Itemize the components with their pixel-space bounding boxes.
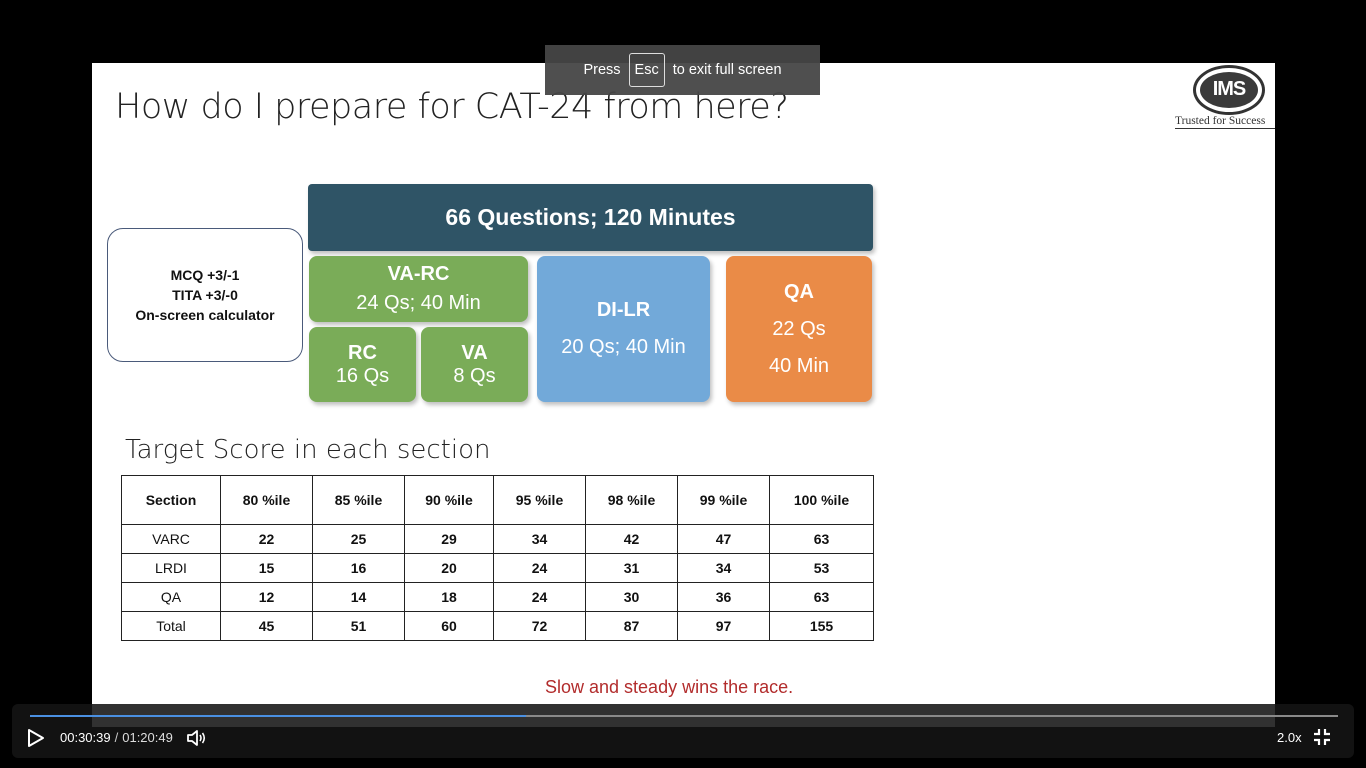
duration: 01:20:49 bbox=[122, 730, 173, 745]
table-row: LRDI 15 16 20 24 31 34 53 bbox=[121, 553, 874, 583]
score-cell: 31 bbox=[585, 553, 678, 583]
score-cell: 24 bbox=[493, 553, 586, 583]
qa-box: QA 22 Qs 40 Min bbox=[726, 256, 872, 402]
section-cell: Total bbox=[121, 611, 221, 641]
score-cell: 29 bbox=[404, 524, 494, 554]
varc-box: VA-RC 24 Qs; 40 Min bbox=[309, 256, 528, 322]
score-cell: 45 bbox=[220, 611, 313, 641]
exit-fullscreen-button[interactable] bbox=[1312, 727, 1332, 747]
score-cell: 63 bbox=[769, 524, 874, 554]
exit-fullscreen-icon bbox=[1314, 729, 1330, 745]
score-cell: 60 bbox=[404, 611, 494, 641]
score-cell: 36 bbox=[677, 582, 770, 612]
score-cell: 24 bbox=[493, 582, 586, 612]
rc-box: RC 16 Qs bbox=[309, 327, 416, 402]
va-box: VA 8 Qs bbox=[421, 327, 528, 402]
volume-icon bbox=[187, 730, 206, 746]
progress-bar[interactable] bbox=[30, 715, 1338, 717]
exam-summary-bar: 66 Questions; 120 Minutes bbox=[308, 184, 873, 251]
target-score-heading: Target Score in each section bbox=[125, 435, 491, 465]
rule-tita: TITA +3/-0 bbox=[172, 287, 238, 303]
score-cell: 51 bbox=[312, 611, 405, 641]
play-icon bbox=[28, 729, 44, 747]
playback-speed-button[interactable]: 2.0x bbox=[1277, 730, 1302, 745]
esc-key-badge: Esc bbox=[628, 53, 665, 87]
current-time: 00:30:39 bbox=[60, 730, 111, 745]
marking-rules-box: MCQ +3/-1 TITA +3/-0 On-screen calculato… bbox=[107, 228, 303, 362]
header-cell: 80 %ile bbox=[220, 475, 313, 525]
score-cell: 53 bbox=[769, 553, 874, 583]
target-score-table: Section 80 %ile 85 %ile 90 %ile 95 %ile … bbox=[121, 475, 874, 641]
table-row: Total 45 51 60 72 87 97 155 bbox=[121, 611, 874, 641]
video-controls-bar: 00:30:39/01:20:49 2.0x bbox=[12, 704, 1354, 758]
progress-fill bbox=[30, 715, 526, 717]
score-cell: 14 bbox=[312, 582, 405, 612]
table-header-row: Section 80 %ile 85 %ile 90 %ile 95 %ile … bbox=[121, 475, 874, 525]
header-cell: Section bbox=[121, 475, 221, 525]
score-cell: 15 bbox=[220, 553, 313, 583]
header-cell: 90 %ile bbox=[404, 475, 494, 525]
header-cell: 100 %ile bbox=[769, 475, 874, 525]
score-cell: 87 bbox=[585, 611, 678, 641]
score-cell: 42 bbox=[585, 524, 678, 554]
score-cell: 47 bbox=[677, 524, 770, 554]
header-cell: 98 %ile bbox=[585, 475, 678, 525]
header-cell: 85 %ile bbox=[312, 475, 405, 525]
score-cell: 18 bbox=[404, 582, 494, 612]
play-button[interactable] bbox=[24, 728, 46, 748]
score-cell: 34 bbox=[677, 553, 770, 583]
time-display: 00:30:39/01:20:49 bbox=[60, 730, 173, 745]
rule-calculator: On-screen calculator bbox=[135, 307, 275, 323]
table-row: VARC 22 25 29 34 42 47 63 bbox=[121, 524, 874, 554]
score-cell: 72 bbox=[493, 611, 586, 641]
logo-tagline: Trusted for Success bbox=[1175, 115, 1275, 129]
score-cell: 12 bbox=[220, 582, 313, 612]
section-cell: LRDI bbox=[121, 553, 221, 583]
rule-mcq: MCQ +3/-1 bbox=[170, 267, 240, 283]
score-cell: 155 bbox=[769, 611, 874, 641]
score-cell: 16 bbox=[312, 553, 405, 583]
ims-logo: IMS Trusted for Success bbox=[1175, 63, 1275, 133]
dilr-box: DI-LR 20 Qs; 40 Min bbox=[537, 256, 710, 402]
score-cell: 34 bbox=[493, 524, 586, 554]
score-cell: 63 bbox=[769, 582, 874, 612]
score-cell: 30 bbox=[585, 582, 678, 612]
score-cell: 22 bbox=[220, 524, 313, 554]
section-cell: VARC bbox=[121, 524, 221, 554]
table-row: QA 12 14 18 24 30 36 63 bbox=[121, 582, 874, 612]
volume-button[interactable] bbox=[185, 728, 207, 748]
score-cell: 20 bbox=[404, 553, 494, 583]
section-cell: QA bbox=[121, 582, 221, 612]
header-cell: 99 %ile bbox=[677, 475, 770, 525]
exit-fullscreen-toast: Press Esc to exit full screen bbox=[545, 45, 820, 95]
score-cell: 25 bbox=[312, 524, 405, 554]
slide-tagline: Slow and steady wins the race. bbox=[545, 677, 794, 697]
video-frame-slide: How do I prepare for CAT-24 from here? I… bbox=[92, 63, 1275, 727]
header-cell: 95 %ile bbox=[493, 475, 586, 525]
score-cell: 97 bbox=[677, 611, 770, 641]
